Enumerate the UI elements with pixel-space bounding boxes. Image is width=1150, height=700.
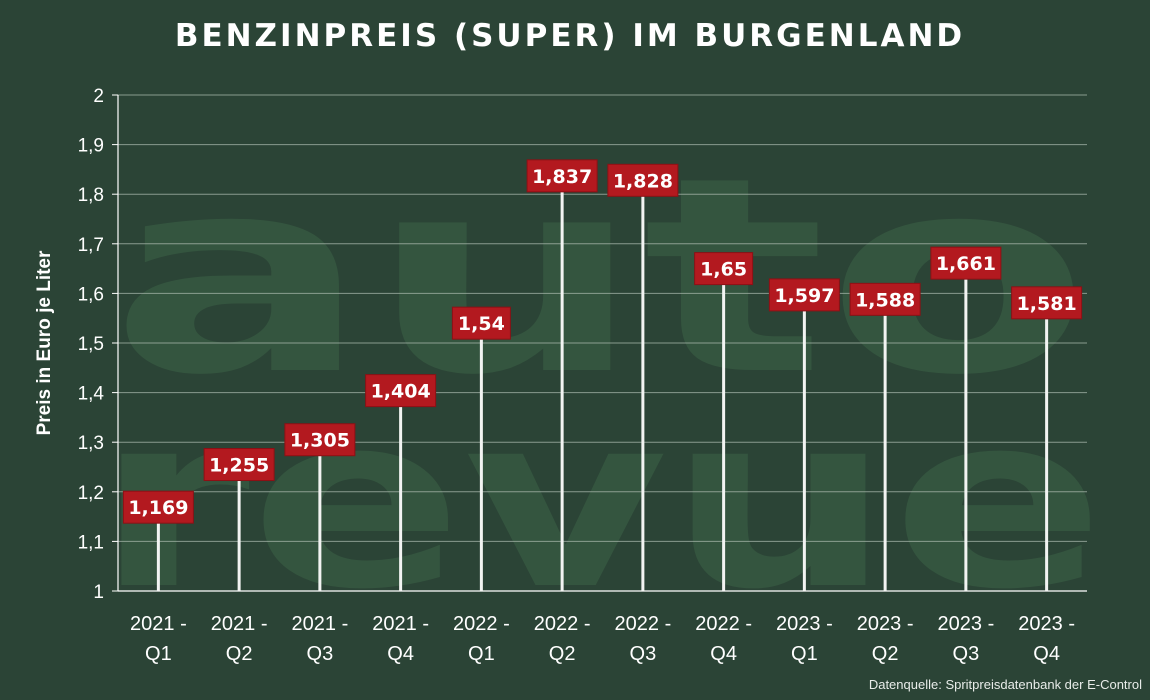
data-label-box [849, 282, 921, 316]
x-tick-label: 2021 - [130, 613, 187, 635]
data-label: 1,255 [209, 455, 269, 477]
x-tick-label: Q4 [710, 643, 737, 665]
x-tick-label: Q2 [226, 643, 253, 665]
data-label: 1,305 [290, 430, 350, 452]
bar [802, 294, 806, 591]
y-tick-label: 1,9 [78, 136, 104, 157]
x-tick-label: 2022 - [453, 613, 510, 635]
bar [318, 439, 322, 591]
data-label-box [451, 306, 511, 340]
y-tick-label: 2 [93, 86, 104, 107]
x-tick-label: Q3 [953, 643, 980, 665]
data-label-box [694, 252, 754, 286]
data-label: 1,581 [1017, 293, 1077, 315]
data-label-box [365, 374, 437, 408]
data-label: 1,588 [855, 289, 915, 311]
x-tick-label: 2022 - [695, 613, 752, 635]
x-tick-label: 2023 - [776, 613, 833, 635]
x-tick-label: 2023 - [938, 613, 995, 635]
y-axis-label: Preis in Euro je Liter [34, 250, 55, 436]
data-label: 1,404 [371, 381, 431, 403]
x-tick-label: Q2 [872, 643, 899, 665]
bar [560, 175, 564, 591]
y-tick-label: 1,1 [78, 532, 104, 553]
data-label: 1,837 [532, 166, 592, 188]
data-label-box [607, 163, 679, 197]
bar [641, 180, 645, 591]
watermark: auto revue [95, 119, 1105, 642]
x-tick-label: 2023 - [1018, 613, 1075, 635]
data-label: 1,661 [936, 253, 996, 275]
y-tick-label: 1,7 [78, 235, 104, 256]
bar [722, 268, 726, 591]
data-label: 1,828 [613, 170, 673, 192]
y-tick-label: 1,3 [78, 433, 104, 454]
bar [479, 323, 483, 591]
data-label-box [284, 423, 356, 457]
data-label: 1,65 [700, 259, 747, 281]
y-tick-label: 1,5 [78, 334, 104, 355]
y-tick-label: 1,4 [78, 384, 105, 405]
x-tick-label: 2021 - [292, 613, 349, 635]
source-note: Datenquelle: Spritpreisdatenbank der E-C… [868, 677, 1142, 692]
bar [1045, 302, 1049, 591]
data-label: 1,597 [774, 285, 834, 307]
data-label: 1,54 [458, 313, 505, 335]
gridlines [118, 94, 1087, 542]
bar [399, 390, 403, 591]
x-tick-label: Q4 [387, 643, 414, 665]
bar [964, 263, 968, 591]
watermark-line-2: revue [95, 362, 1105, 642]
bars [156, 175, 1049, 591]
x-tick-label: Q3 [307, 643, 334, 665]
data-label-box [526, 159, 598, 193]
x-tick-label: 2022 - [534, 613, 591, 635]
data-label-box [1011, 286, 1083, 320]
y-tick-label: 1,2 [78, 483, 104, 504]
data-label-box [930, 246, 1002, 280]
data-label-box [203, 448, 275, 482]
x-tick-label: Q2 [549, 643, 576, 665]
axes: 1 1,1 1,2 1,3 1,4 1,5 1,6 1,7 1,8 1,9 2 2021 - Q1 202… [78, 86, 1087, 665]
bar [156, 507, 160, 591]
chart-title: BENZINPREIS (SUPER) IM BURGENLAND [174, 18, 966, 54]
watermark-line-1: auto [110, 119, 1090, 434]
bar [237, 464, 241, 591]
data-label-box [122, 490, 194, 524]
x-tick-label: Q1 [468, 643, 495, 665]
bar [883, 299, 887, 591]
x-tick-label: Q1 [145, 643, 172, 665]
y-tick-label: 1,8 [78, 185, 104, 206]
x-tick-label: Q4 [1033, 643, 1060, 665]
y-tick-label: 1,6 [78, 284, 104, 305]
x-tick-label: 2021 - [372, 613, 429, 635]
data-labels: 1,169 1,255 1,305 1,404 1,54 1,837 1,828 1,65 1,… [122, 159, 1083, 524]
x-tick-label: Q1 [791, 643, 818, 665]
data-label: 1,169 [128, 497, 188, 519]
x-tick-label: 2022 - [615, 613, 672, 635]
x-tick-label: Q3 [630, 643, 657, 665]
data-label-box [768, 278, 840, 312]
x-tick-label: 2021 - [211, 613, 268, 635]
x-tick-label: 2023 - [857, 613, 914, 635]
y-tick-label: 1 [93, 582, 104, 603]
